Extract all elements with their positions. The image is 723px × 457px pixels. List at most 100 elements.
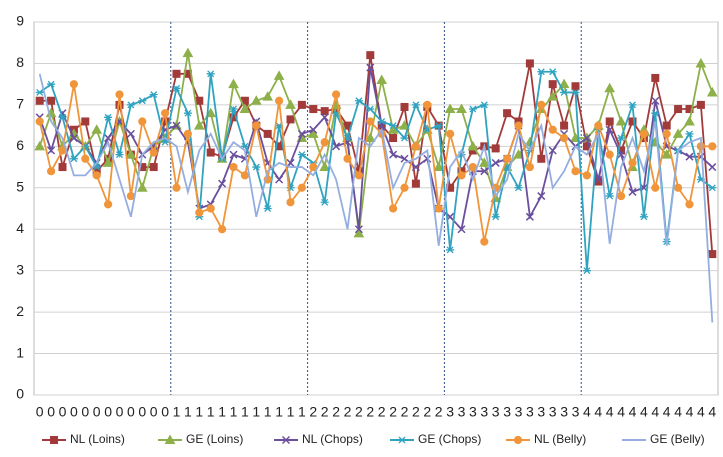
marker: [263, 205, 272, 212]
marker: [353, 227, 365, 238]
marker: [708, 142, 717, 151]
legend-marker: [164, 434, 176, 444]
marker: [582, 171, 592, 180]
marker: [478, 157, 490, 167]
x-tick-label: 4: [651, 404, 659, 420]
marker: [537, 192, 546, 201]
marker: [138, 117, 147, 126]
legend-label: GE (Chops): [418, 432, 481, 446]
marker: [537, 100, 546, 109]
marker: [286, 115, 295, 124]
marker: [604, 82, 616, 93]
marker: [491, 144, 500, 153]
marker: [605, 125, 614, 134]
y-tick-label: 8: [16, 54, 24, 70]
marker: [354, 225, 363, 234]
marker: [708, 184, 717, 192]
x-tick-label: 3: [503, 404, 511, 420]
x-tick-label: 4: [617, 404, 625, 420]
x-tick-label: 4: [674, 404, 682, 420]
legend-label: NL (Chops): [302, 432, 363, 446]
marker: [389, 122, 398, 130]
marker: [594, 175, 603, 184]
marker: [480, 101, 489, 109]
x-tick-label: 1: [218, 404, 226, 420]
marker: [389, 204, 398, 213]
marker: [206, 70, 215, 78]
marker: [104, 134, 113, 143]
x-tick-label: 4: [594, 404, 602, 420]
legend-marker: [50, 436, 58, 444]
x-tick-label: 2: [309, 404, 317, 420]
marker: [81, 117, 90, 126]
y-tick-label: 0: [16, 386, 24, 402]
marker: [275, 96, 284, 105]
marker: [354, 171, 363, 180]
marker: [92, 171, 101, 180]
x-tick-label: 0: [116, 404, 124, 420]
x-tick-label: 4: [697, 404, 705, 420]
marker: [320, 138, 329, 147]
x-tick-label: 1: [264, 404, 272, 420]
marker: [149, 91, 158, 98]
marker: [273, 70, 285, 80]
x-tick-label: 3: [572, 404, 580, 420]
marker: [639, 129, 649, 138]
marker: [149, 148, 158, 157]
y-tick-label: 4: [16, 220, 24, 236]
marker: [400, 154, 409, 163]
marker: [674, 183, 683, 192]
marker: [674, 105, 683, 114]
marker: [320, 198, 329, 206]
marker: [615, 115, 627, 126]
x-tick-label: 4: [640, 404, 648, 420]
marker: [467, 140, 479, 151]
x-tick-label: 1: [252, 404, 260, 420]
marker: [240, 171, 249, 180]
marker: [433, 161, 445, 172]
legend-label: GE (Belly): [650, 432, 705, 446]
marker: [685, 152, 694, 161]
marker: [695, 57, 707, 68]
y-tick-label: 2: [16, 303, 24, 319]
marker: [183, 129, 192, 138]
x-tick-label: 0: [59, 404, 67, 420]
marker: [332, 90, 341, 99]
marker: [182, 47, 194, 58]
marker: [411, 101, 420, 109]
x-tick-label: 1: [207, 404, 215, 420]
x-tick-label: 0: [104, 404, 112, 420]
x-tick-label: 2: [366, 404, 374, 420]
marker: [651, 96, 660, 105]
marker: [172, 183, 181, 192]
marker: [537, 68, 546, 76]
x-tick-label: 1: [230, 404, 238, 420]
marker: [285, 99, 296, 109]
marker: [364, 132, 376, 143]
marker: [69, 80, 79, 89]
marker: [239, 103, 251, 114]
marker: [525, 59, 534, 68]
marker: [525, 162, 535, 172]
marker: [252, 121, 261, 130]
x-tick-label: 2: [355, 404, 363, 420]
marker: [125, 149, 137, 159]
marker: [34, 140, 46, 151]
series: [35, 68, 717, 275]
x-tick-label: 2: [344, 404, 352, 420]
marker: [115, 90, 124, 99]
x-tick-label: 1: [275, 404, 283, 420]
x-tick-label: 4: [583, 404, 591, 420]
series-line: [38, 52, 714, 234]
marker: [229, 150, 238, 159]
marker: [343, 134, 352, 142]
marker: [411, 179, 420, 188]
marker: [250, 95, 262, 105]
marker: [193, 120, 205, 130]
x-tick-label: 3: [458, 404, 466, 420]
x-tick-label: 0: [47, 404, 55, 420]
x-tick-label: 0: [127, 404, 135, 420]
x-tick-label: 1: [241, 404, 249, 420]
x-tick-label: 3: [537, 404, 545, 420]
